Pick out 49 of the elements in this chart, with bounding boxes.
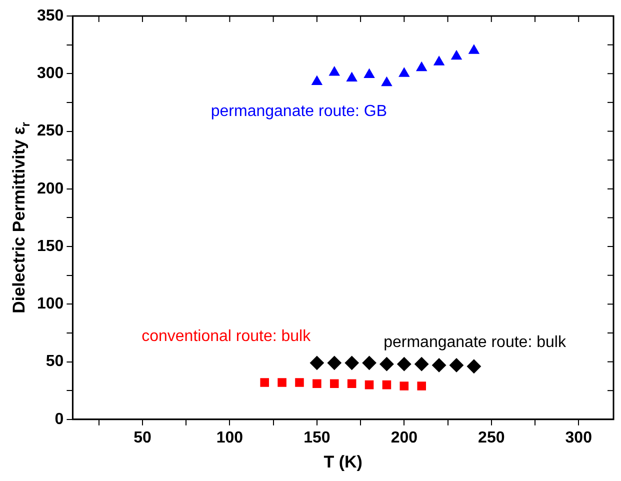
point [362,356,376,370]
x-tick-label: 150 [304,429,330,446]
point [449,358,464,372]
x-tick-label: 50 [134,429,152,446]
point [400,382,409,390]
point [295,378,304,387]
point [278,378,286,387]
point [414,357,429,372]
point [434,56,444,66]
point [380,357,394,372]
point [397,357,412,372]
point [310,356,324,370]
point [364,68,375,78]
point [398,68,410,77]
x-tick-label: 250 [478,429,505,446]
point [451,50,462,60]
point [344,356,359,370]
y-tick-label: 250 [36,122,64,140]
point [330,379,339,388]
point [312,76,322,85]
point [417,382,426,390]
point [346,72,358,82]
point [347,379,356,388]
y-tick-label: 200 [36,180,64,198]
y-tick-label: 100 [36,296,64,313]
x-tick-label: 100 [216,429,244,446]
point [382,380,392,390]
point [432,358,446,372]
x-tick-label: 300 [565,429,592,446]
point [466,359,481,374]
point [364,380,374,390]
text: conventional route: bulk [142,328,312,345]
point [468,44,480,54]
point [416,62,427,72]
point [312,379,322,388]
series-label: permanganate route: GB [210,103,387,120]
point [381,76,392,86]
point [329,66,340,76]
y-axis-title: Dielectric Permittivity εr [10,122,32,314]
x-tick-label: 200 [390,429,418,446]
y-tick-label: 0 [54,410,64,428]
point [260,378,269,387]
x-axis-title: T (K) [324,452,362,472]
y-tick-label: 350 [36,7,64,24]
y-tick-label: 50 [46,353,64,370]
y-tick-label: 150 [36,238,64,255]
point [327,356,342,370]
series-label: permanganate route: bulk [384,334,567,351]
y-tick-label: 300 [36,65,64,82]
